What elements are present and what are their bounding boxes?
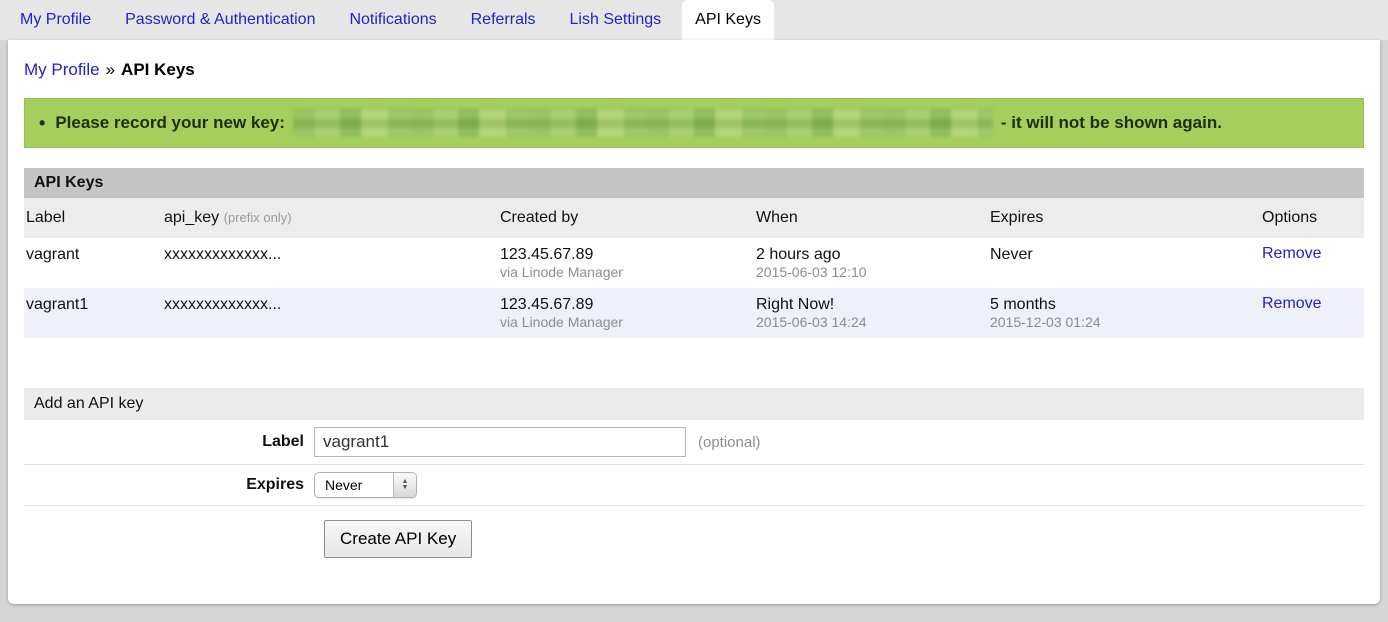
when-relative: Right Now!: [756, 296, 835, 313]
key-label: vagrant1: [26, 296, 89, 313]
remove-key-link[interactable]: Remove: [1262, 295, 1322, 312]
expires-date: 2015-12-03 01:24: [990, 314, 1101, 330]
expires-relative: 5 months: [990, 296, 1056, 313]
col-header-label: Label: [24, 198, 164, 238]
col-header-api-key-text: api_key: [164, 209, 220, 226]
expires-form-row: Expires Never ▲ ▼: [24, 465, 1364, 506]
expires-field-label: Expires: [246, 476, 304, 493]
label-field-label: Label: [262, 433, 304, 450]
notice-suffix-text: - it will not be shown again.: [1000, 113, 1222, 132]
remove-key-link[interactable]: Remove: [1262, 245, 1322, 262]
col-header-created-by: Created by: [500, 198, 756, 238]
col-header-expires: Expires: [990, 198, 1262, 238]
created-by-ip: 123.45.67.89: [500, 296, 594, 313]
col-header-options: Options: [1262, 198, 1364, 238]
tab-api-keys[interactable]: API Keys: [682, 0, 774, 40]
col-header-api-key-note: (prefix only): [223, 210, 292, 225]
tab-password-authentication[interactable]: Password & Authentication: [125, 11, 316, 28]
when-relative: 2 hours ago: [756, 246, 841, 263]
select-stepper-icon: ▲ ▼: [393, 473, 416, 497]
breadcrumb: My Profile » API Keys: [24, 60, 1364, 80]
breadcrumb-separator: »: [105, 60, 116, 79]
create-api-key-button[interactable]: Create API Key: [324, 520, 473, 558]
breadcrumb-current: API Keys: [121, 60, 195, 79]
key-prefix: xxxxxxxxxxxxx...: [164, 296, 282, 313]
expires-select-value: Never: [325, 477, 363, 493]
expires-select[interactable]: Never ▲ ▼: [314, 472, 417, 498]
tab-referrals[interactable]: Referrals: [470, 11, 536, 28]
tab-lish-settings[interactable]: Lish Settings: [569, 11, 662, 28]
notice-bullet-icon: •: [39, 112, 46, 133]
optional-note: (optional): [698, 433, 761, 451]
created-via: via Linode Manager: [500, 314, 623, 330]
table-row: vagrant xxxxxxxxxxxxx... 123.45.67.89 vi…: [24, 238, 1364, 288]
created-by-ip: 123.45.67.89: [500, 246, 594, 263]
key-prefix: xxxxxxxxxxxxx...: [164, 246, 282, 263]
expires-relative: Never: [990, 246, 1033, 263]
tab-my-profile[interactable]: My Profile: [20, 11, 92, 28]
col-header-api-key: api_key (prefix only): [164, 198, 500, 238]
label-input[interactable]: [314, 427, 686, 457]
label-form-row: Label (optional): [24, 420, 1364, 465]
api-keys-table-title: API Keys: [24, 168, 1364, 198]
col-header-when: When: [756, 198, 990, 238]
when-date: 2015-06-03 12:10: [756, 264, 867, 280]
api-keys-table: API Keys Label api_key (prefix only) Cre…: [24, 168, 1364, 338]
content-card: My Profile » API Keys • Please record your…: [8, 40, 1380, 604]
created-via: via Linode Manager: [500, 264, 623, 280]
notice-prefix-text: Please record your new key:: [55, 113, 285, 132]
table-row: vagrant1 xxxxxxxxxxxxx... 123.45.67.89 v…: [24, 288, 1364, 338]
table-header-row: Label api_key (prefix only) Created by W…: [24, 198, 1364, 238]
key-label: vagrant: [26, 246, 80, 263]
when-date: 2015-06-03 14:24: [756, 314, 867, 330]
breadcrumb-my-profile-link[interactable]: My Profile: [24, 60, 100, 79]
add-api-key-section-title: Add an API key: [24, 388, 1364, 420]
redacted-api-key: [292, 109, 993, 137]
tab-notifications[interactable]: Notifications: [349, 11, 437, 28]
profile-tabbar: My Profile Password & Authentication Not…: [0, 0, 1388, 40]
new-key-notice: • Please record your new key: - it will …: [24, 98, 1364, 148]
